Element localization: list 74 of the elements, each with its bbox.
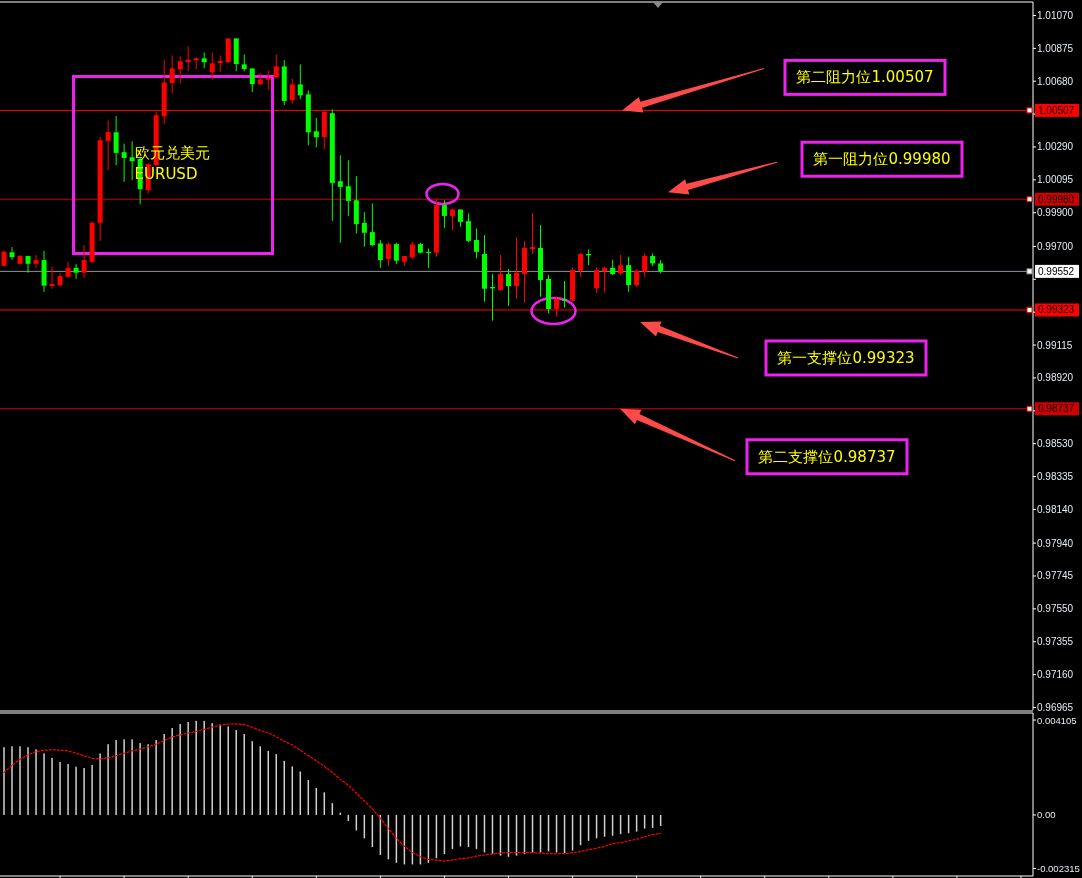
y-tick-label: -0.002315 — [1037, 862, 1080, 874]
candlestick — [618, 254, 624, 276]
y-tick-label: 1.00680 — [1037, 75, 1074, 87]
candlestick — [129, 140, 135, 181]
candlestick — [33, 254, 39, 269]
candlestick — [594, 266, 600, 294]
ref-line-label: 0.99323 — [1038, 304, 1075, 316]
y-tick-label: 0.97550 — [1037, 603, 1074, 615]
candlestick — [297, 63, 303, 100]
candlestick — [385, 241, 391, 267]
candlestick — [121, 143, 127, 183]
y-tick-label: 0.00 — [1037, 809, 1056, 821]
candlestick — [113, 115, 119, 166]
annotation: 第一支撑位0.99323 — [777, 348, 915, 367]
candlestick — [9, 246, 15, 261]
y-tick-label: 0.99700 — [1037, 240, 1074, 252]
candlestick — [177, 55, 183, 85]
candlestick — [530, 212, 536, 255]
line-series — [3, 723, 662, 862]
candlestick — [369, 202, 375, 247]
candlestick — [225, 37, 231, 64]
ref-line-label: 0.99980 — [1038, 193, 1075, 205]
candlestick — [562, 280, 568, 309]
candlestick — [505, 268, 511, 307]
candlestick — [353, 175, 359, 234]
candlestick — [249, 67, 255, 93]
candlestick — [289, 78, 295, 105]
candlestick — [393, 242, 399, 265]
y-tick-label: 0.97940 — [1037, 537, 1074, 549]
candlestick — [265, 69, 271, 91]
y-tick-label: 1.00290 — [1037, 141, 1074, 153]
candlestick — [73, 263, 79, 280]
y-tick-label: 0.99900 — [1037, 207, 1074, 219]
candlestick — [273, 53, 279, 80]
candlestick — [514, 236, 519, 300]
candlestick — [337, 154, 343, 244]
y-tick-label: 1.01070 — [1037, 9, 1074, 21]
y-tick-label: 0.98530 — [1037, 438, 1074, 450]
candlestick — [465, 212, 471, 243]
candlestick — [49, 266, 55, 290]
candlestick — [626, 256, 632, 293]
candlestick — [313, 117, 319, 148]
y-tick-label: 1.00095 — [1037, 174, 1074, 186]
y-tick-label: 0.98140 — [1037, 503, 1074, 515]
annotation: 第二支撑位0.98737 — [758, 447, 896, 466]
candlestick — [209, 51, 215, 80]
annotation: 第一阻力位0.99980 — [813, 150, 951, 169]
ref-line-label: 0.99552 — [1038, 265, 1075, 277]
y-tick-label: 0.98920 — [1037, 372, 1074, 384]
y-tick-label: 0.99115 — [1037, 339, 1073, 351]
y-tick-label: 0.96965 — [1037, 701, 1074, 713]
candlestick — [473, 227, 479, 259]
y-tick-label: 0.004105 — [1037, 714, 1077, 726]
candlestick — [169, 54, 175, 95]
candlestick — [441, 199, 447, 229]
y-tick-label: 0.97355 — [1037, 636, 1074, 648]
ref-line-label: 0.98737 — [1038, 403, 1075, 415]
candlestick — [377, 239, 383, 269]
y-tick-label: 0.97745 — [1037, 570, 1074, 582]
candlestick — [25, 255, 31, 274]
y-tick-label: 0.97160 — [1037, 669, 1074, 681]
candlestick — [81, 244, 87, 279]
candlestick — [449, 208, 455, 231]
candlestick — [425, 247, 431, 269]
candlestick — [578, 252, 584, 278]
annotation: 第二阻力位1.00507 — [796, 68, 934, 87]
candlestick — [642, 252, 648, 278]
candlestick — [345, 159, 351, 217]
candlestick — [497, 254, 503, 291]
y-tick-label: 0.98335 — [1037, 471, 1074, 483]
y-tick-label: 1.00875 — [1037, 42, 1074, 54]
candlestick — [361, 211, 367, 248]
candlestick — [105, 119, 111, 171]
ref-line-label: 1.00507 — [1038, 104, 1075, 116]
